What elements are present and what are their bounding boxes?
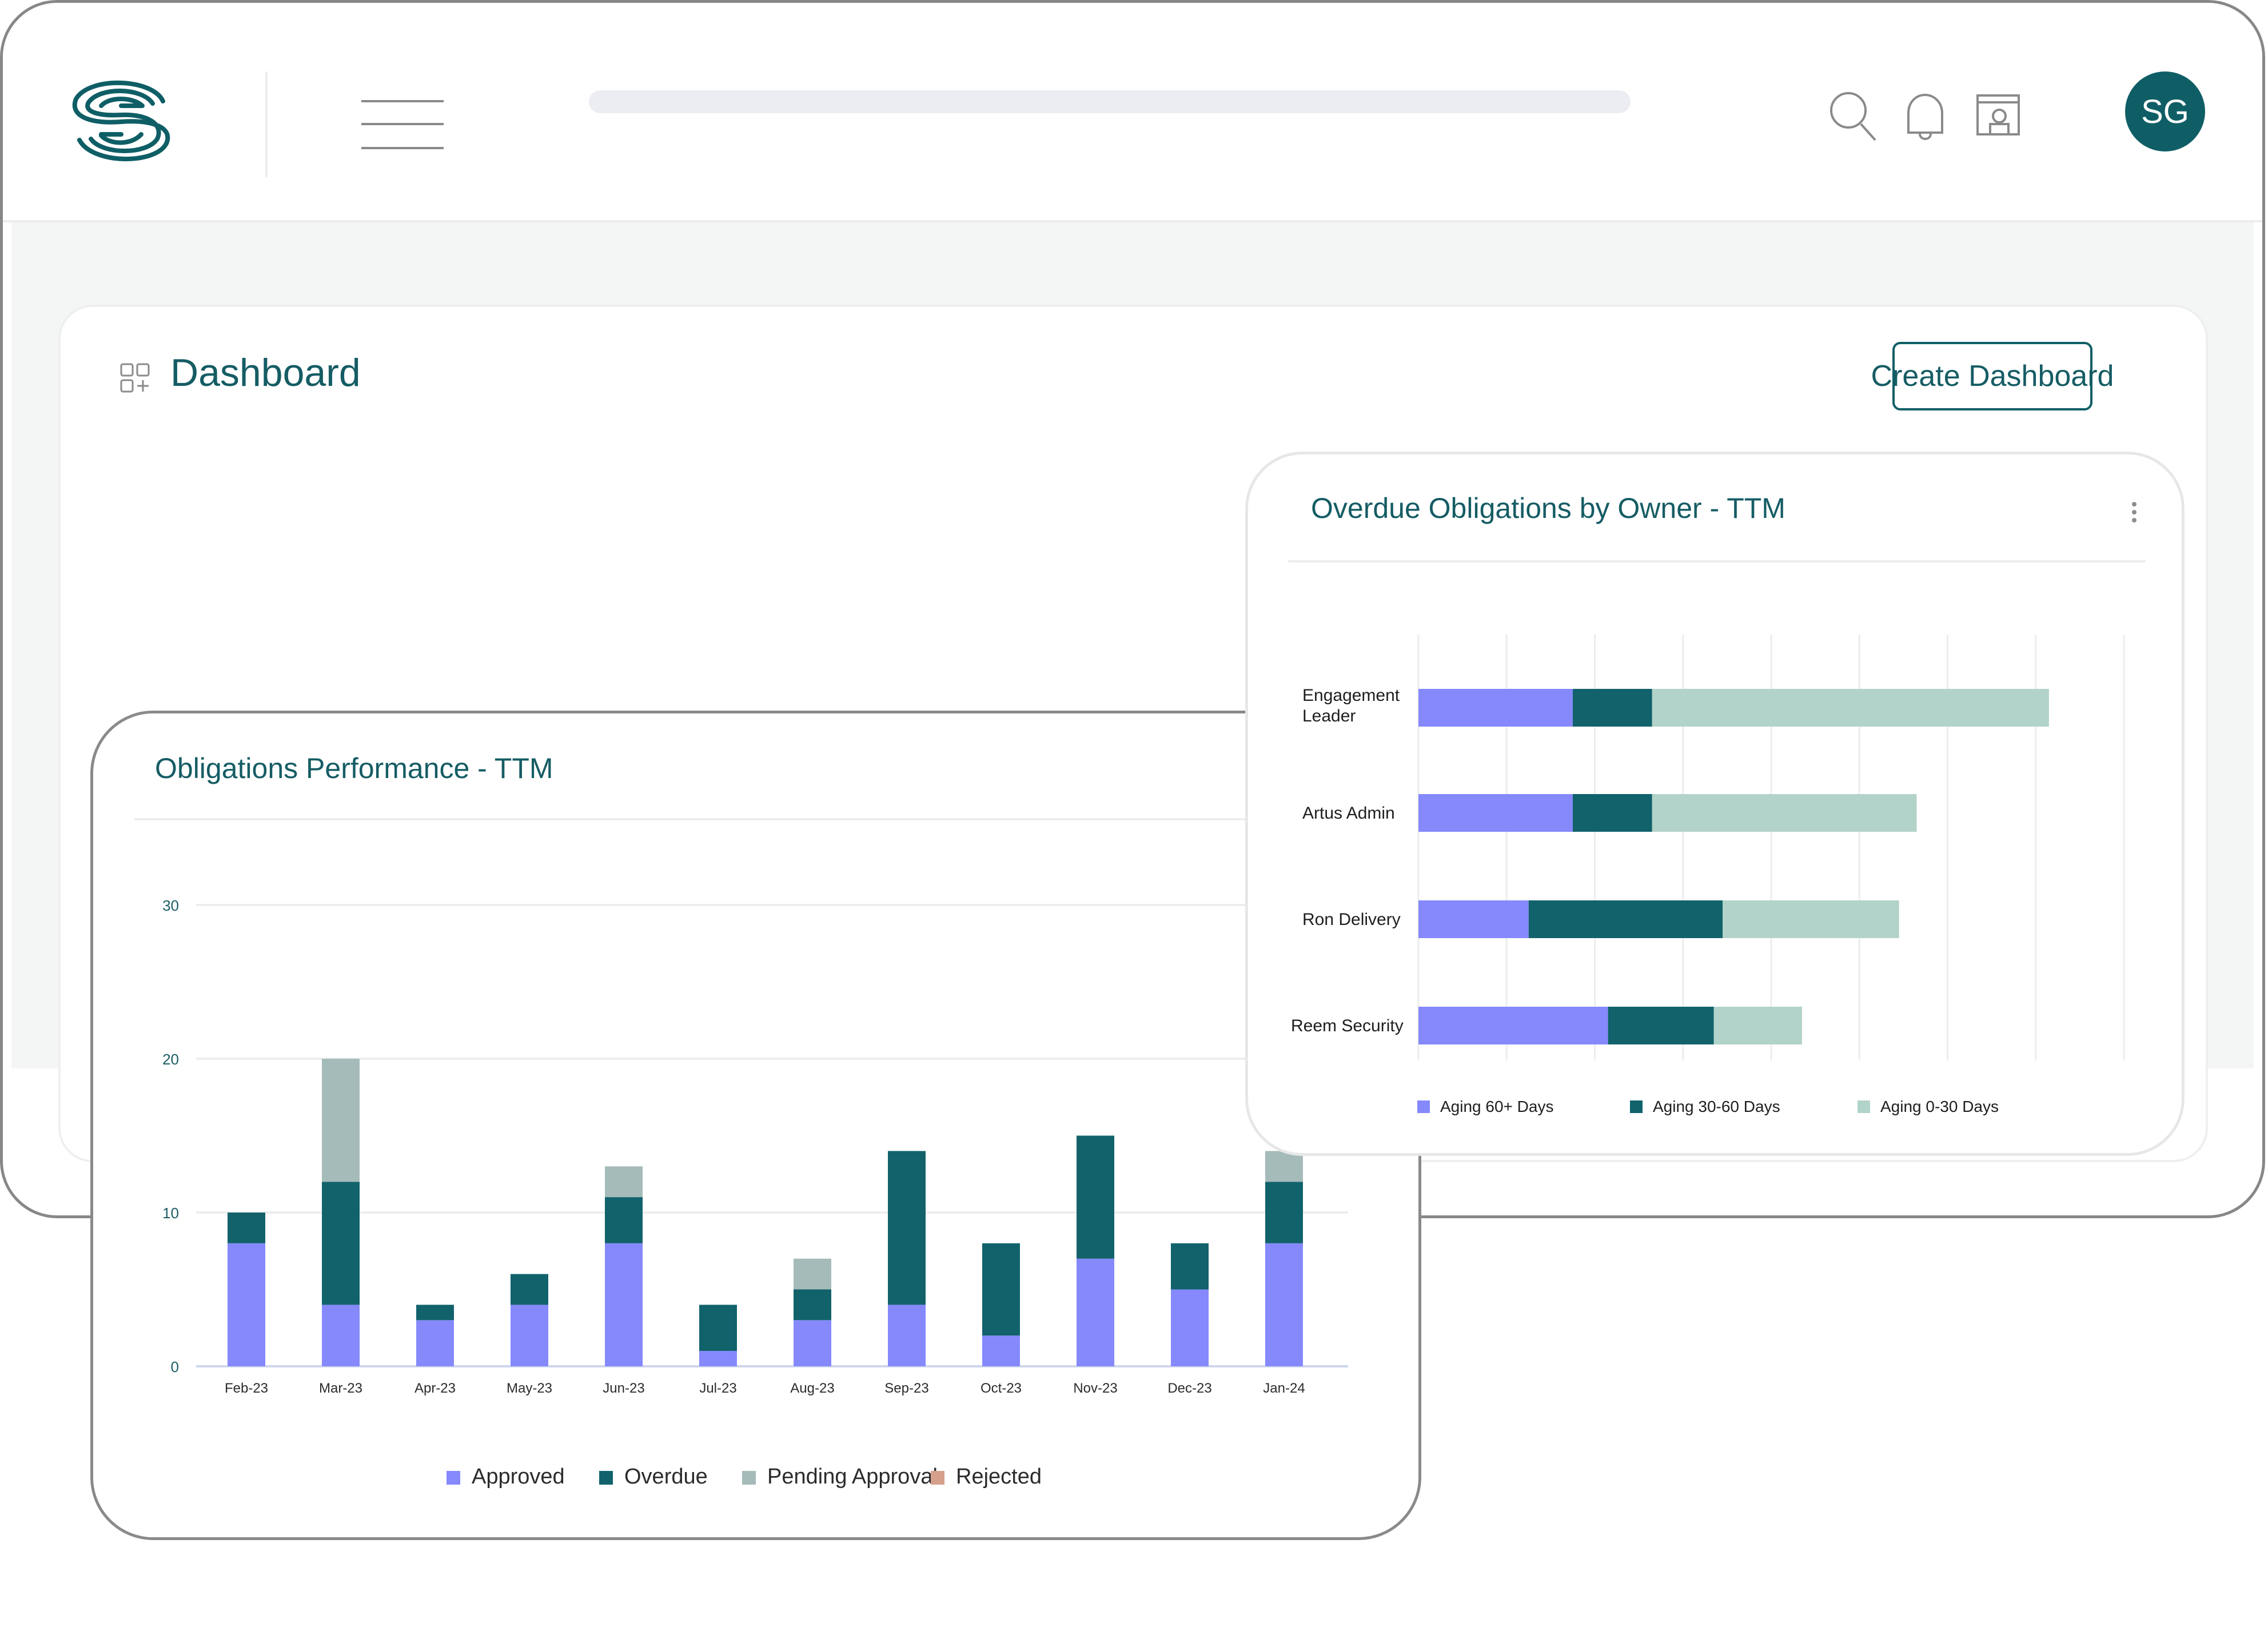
bar-segment [1265, 1182, 1303, 1243]
bar-segment [1171, 1243, 1209, 1290]
bar-segment [1171, 1289, 1209, 1366]
header-divider [265, 71, 268, 177]
bar-segment [1418, 900, 1529, 938]
bar-segment [322, 1182, 360, 1305]
y-tick-label: 0 [171, 1358, 179, 1375]
x-tick-label: Jul-23 [699, 1381, 736, 1396]
bar-segment [1652, 794, 1917, 832]
legend-label: Aging 30-60 Days [1653, 1098, 1780, 1115]
bar-segment [1418, 689, 1573, 727]
bar-segment [1077, 1258, 1114, 1366]
bar-segment [982, 1335, 1020, 1366]
search-icon[interactable] [1827, 89, 1878, 143]
legend-swatch [742, 1471, 756, 1485]
y-category-label: Ron Delivery [1302, 910, 1401, 929]
bell-icon[interactable] [1904, 91, 1947, 143]
page-title: Dashboard [170, 351, 361, 394]
legend-label: Aging 0-30 Days [1880, 1098, 1999, 1115]
x-tick-label: Dec-23 [1167, 1381, 1211, 1396]
x-tick-label: Apr-23 [414, 1381, 456, 1396]
bar-segment [794, 1258, 831, 1290]
obligations-performance-panel: Obligations Performance - TTM 0 10 20 30 Feb… [90, 711, 1421, 1540]
legend-swatch [447, 1471, 460, 1485]
dashboard-grid-icon [120, 363, 150, 393]
legend-label: Pending Approval [767, 1465, 938, 1489]
bar-segment [982, 1243, 1020, 1336]
y-tick-label: 30 [162, 897, 179, 914]
search-bar[interactable] [589, 90, 1631, 113]
more-options-icon[interactable] [2131, 502, 2138, 527]
panel-divider [1288, 560, 2146, 563]
bar-segment [322, 1305, 360, 1366]
legend-swatch [1630, 1100, 1643, 1113]
bar-segment [794, 1320, 831, 1366]
overdue-by-owner-panel: Overdue Obligations by Owner - TTM Engag… [1245, 452, 2185, 1156]
artus-logo[interactable] [67, 71, 176, 169]
y-category-label: Engagement [1302, 686, 1400, 705]
bar-segment [1723, 900, 1899, 938]
bar-segment [1265, 1243, 1303, 1366]
bar-segment [605, 1243, 643, 1366]
performance-chart: 0 10 20 30 Feb-23 Mar-23 Apr-23 May-23 Jun-23 Jul… [162, 897, 1348, 1489]
bar-segment [1418, 1007, 1608, 1044]
menu-icon[interactable] [361, 100, 444, 151]
x-tick-label: Aug-23 [790, 1381, 834, 1396]
bar-segment [228, 1243, 265, 1366]
top-bar: SG [3, 3, 2262, 222]
bar-segment [511, 1305, 548, 1366]
bar-segment [1265, 1151, 1303, 1182]
bar-segment [416, 1320, 454, 1366]
bar-segment [888, 1151, 926, 1305]
user-avatar[interactable]: SG [2125, 71, 2205, 151]
legend-swatch [931, 1471, 944, 1485]
bar-segment [699, 1305, 737, 1351]
bar-segment [1572, 794, 1652, 832]
legend-swatch [599, 1471, 613, 1485]
y-category-label: Leader [1302, 707, 1356, 725]
legend-swatch [1858, 1100, 1870, 1113]
x-tick-label: Mar-23 [319, 1381, 362, 1396]
y-tick-label: 10 [162, 1205, 179, 1222]
x-tick-label: Oct-23 [980, 1381, 1022, 1396]
x-tick-label: Jan-24 [1263, 1381, 1305, 1396]
legend-label: Aging 60+ Days [1440, 1098, 1553, 1115]
panel-divider [134, 818, 1369, 820]
y-category-label: Artus Admin [1302, 804, 1395, 823]
legend-swatch [1417, 1100, 1430, 1113]
x-tick-label: May-23 [507, 1381, 552, 1396]
bar-segment [416, 1305, 454, 1321]
x-tick-label: Sep-23 [884, 1381, 928, 1396]
x-tick-label: Jun-23 [603, 1381, 644, 1396]
bar-segment [794, 1289, 831, 1321]
bar-segment [1528, 900, 1723, 938]
avatar-initials: SG [2141, 93, 2189, 130]
bar-segment [1713, 1007, 1802, 1044]
y-tick-label: 20 [162, 1051, 179, 1068]
x-tick-label: Feb-23 [225, 1381, 268, 1396]
bar-segment [605, 1166, 643, 1198]
create-dashboard-button[interactable]: Create Dashboard [1871, 342, 2114, 410]
legend-label: Overdue [624, 1465, 708, 1489]
y-category-label: Reem Security [1291, 1016, 1404, 1035]
bar-segment [322, 1059, 360, 1182]
bar-segment [699, 1351, 737, 1366]
owners-chart: Engagement Leader Artus Admin Ron Delivery R… [1291, 635, 2125, 1115]
bar-segment [228, 1213, 265, 1243]
owners-title: Overdue Obligations by Owner - TTM [1311, 492, 1785, 524]
bar-segment [1608, 1007, 1714, 1044]
bar-segment [1418, 794, 1573, 832]
bar-segment [605, 1197, 643, 1243]
bar-segment [511, 1274, 548, 1305]
bar-segment [1077, 1135, 1114, 1259]
profile-window-icon[interactable] [1976, 93, 2022, 139]
bar-segment [1652, 689, 2049, 727]
legend-label: Rejected [956, 1465, 1042, 1489]
x-tick-label: Nov-23 [1073, 1381, 1117, 1396]
bar-segment [888, 1305, 926, 1366]
performance-title: Obligations Performance - TTM [155, 752, 553, 784]
bar-segment [1572, 689, 1652, 727]
legend-label: Approved [472, 1465, 565, 1489]
